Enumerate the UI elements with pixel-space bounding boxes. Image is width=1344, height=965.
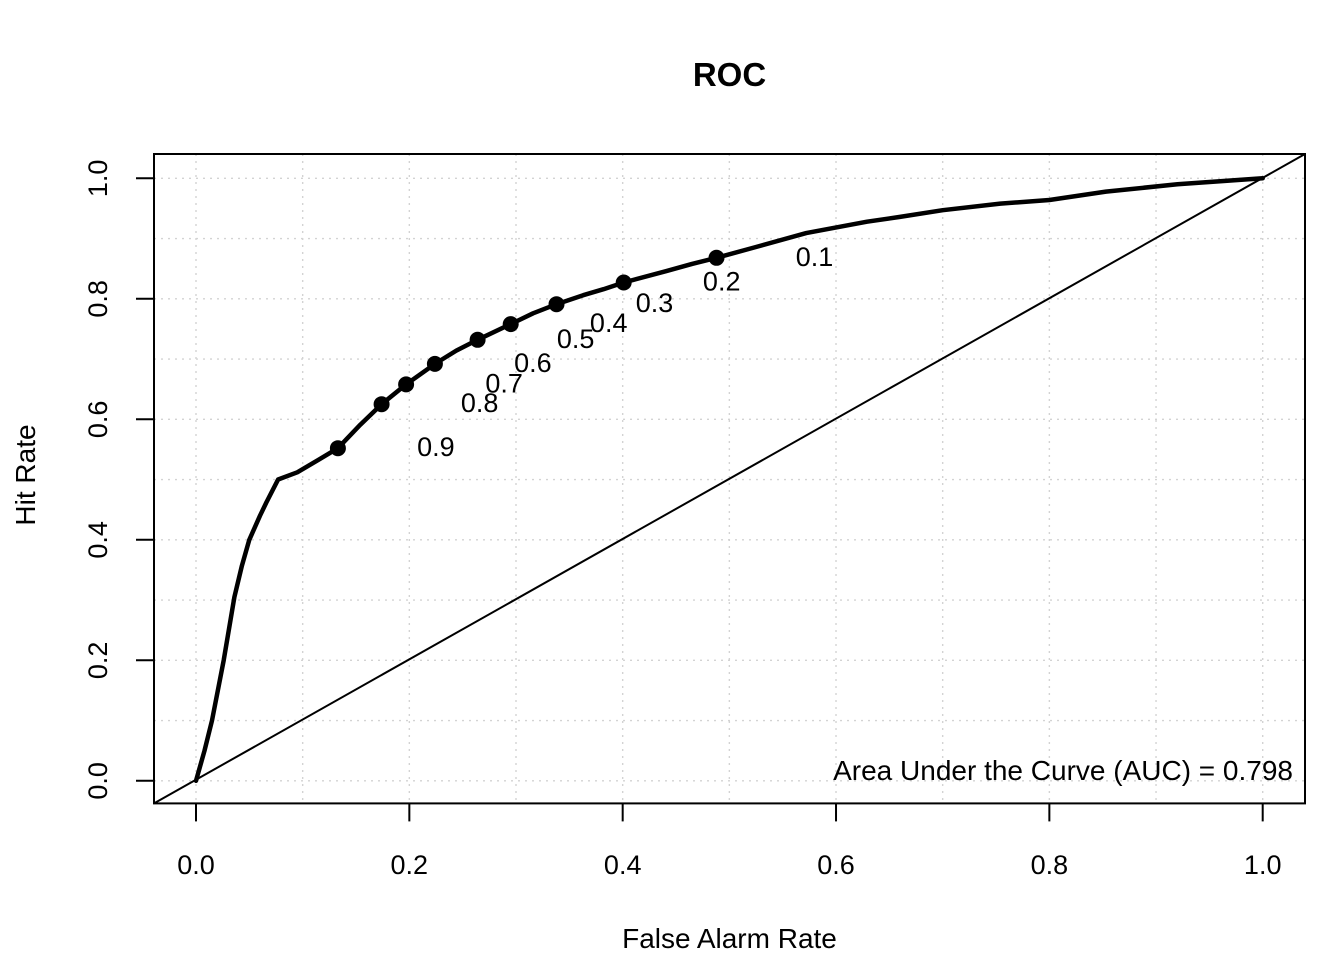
chart-title: ROC — [693, 56, 766, 93]
x-axis-tick-label: 1.0 — [1244, 850, 1282, 880]
threshold-point — [615, 274, 632, 291]
x-axis-title: False Alarm Rate — [622, 923, 837, 954]
threshold-point — [548, 296, 565, 313]
axes-group: 0.0 0.2 0.4 0.6 0.8 1.0 0.0 0.2 0.4 0.6 0.8 1.0 — [83, 153, 1306, 880]
threshold-point — [373, 396, 390, 413]
gridlines — [154, 154, 1305, 804]
x-axis-tick-label: 0.4 — [604, 850, 642, 880]
auc-annotation: Area Under the Curve (AUC) = 0.798 — [833, 755, 1293, 786]
threshold-point — [502, 316, 519, 333]
y-axis-tick-label: 0.4 — [83, 521, 113, 559]
roc-curve-group — [193, 176, 1265, 784]
threshold-label: 0.9 — [417, 432, 455, 462]
y-axis-title: Hit Rate — [10, 424, 41, 525]
threshold-point — [708, 249, 725, 266]
threshold-label: 0.4 — [590, 308, 628, 338]
x-axis-tick-label: 0.0 — [177, 850, 215, 880]
threshold-point — [469, 331, 486, 348]
threshold-label: 0.6 — [514, 348, 552, 378]
threshold-label: 0.2 — [703, 267, 741, 297]
y-axis-tick-label: 0.6 — [83, 401, 113, 439]
threshold-label: 0.7 — [485, 368, 523, 398]
x-axis-tick-label: 0.8 — [1031, 850, 1069, 880]
chance-diagonal-line — [153, 153, 1306, 805]
plot-box — [153, 153, 1306, 805]
threshold-points-group: 0.1 0.2 0.3 0.40.50.60.70.80.9 — [329, 242, 834, 462]
y-axis-tick-label: 0.8 — [83, 280, 113, 318]
y-axis-tick-label: 0.2 — [83, 642, 113, 680]
y-axis-tick-label: 1.0 — [83, 160, 113, 198]
x-axis-tick-label: 0.2 — [391, 850, 429, 880]
threshold-point — [426, 355, 443, 372]
y-axis-tick-label: 0.0 — [83, 762, 113, 800]
threshold-label: 0.8 — [461, 388, 499, 418]
threshold-label: 0.5 — [557, 324, 595, 354]
chance-diagonal-group — [153, 153, 1306, 805]
roc-curve — [193, 176, 1265, 784]
x-axis-tick-label: 0.6 — [817, 850, 855, 880]
threshold-point — [398, 376, 415, 393]
threshold-point — [329, 440, 346, 457]
threshold-label: 0.1 — [796, 242, 834, 272]
threshold-label: 0.3 — [636, 288, 674, 318]
